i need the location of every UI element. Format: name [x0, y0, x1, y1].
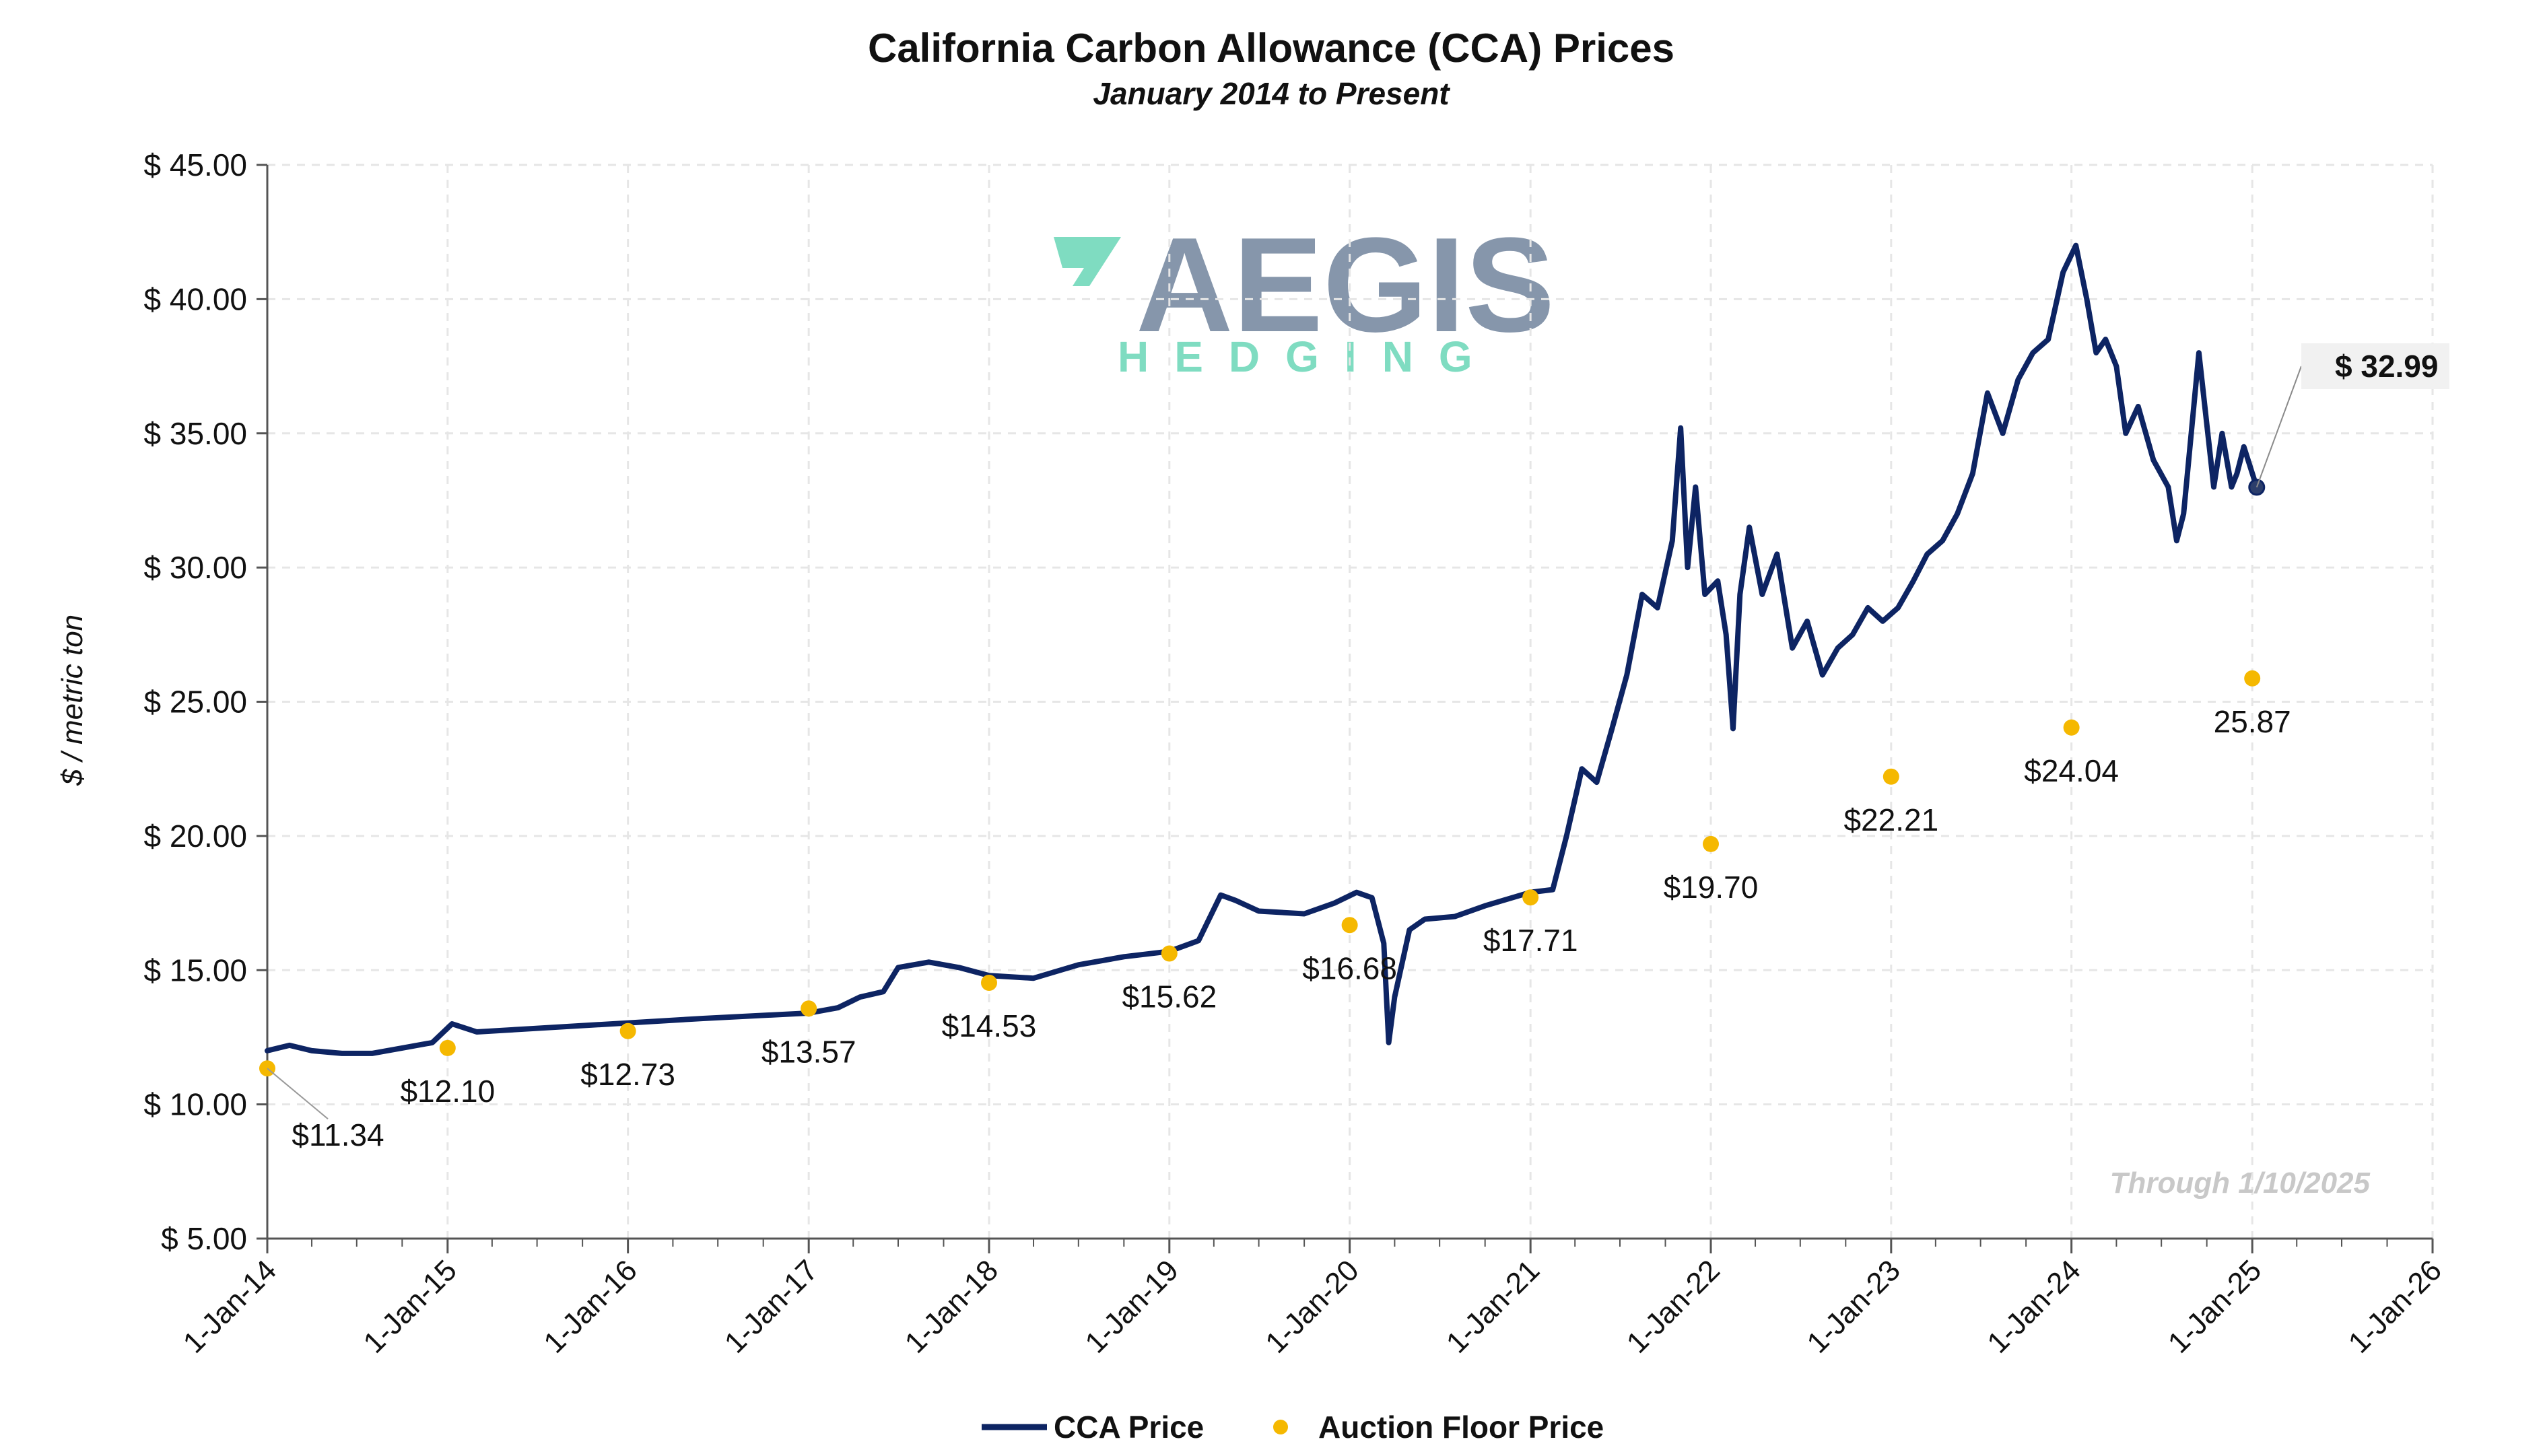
- last-price-callout: $ 32.99: [2256, 343, 2449, 488]
- x-tick-label: 1-Jan-14: [177, 1253, 283, 1359]
- floor-price-label: $11.34: [292, 1117, 384, 1152]
- axes: [257, 164, 2434, 1253]
- y-tick-label: $ 35.00: [144, 416, 247, 451]
- floor-price-label: $22.21: [1843, 802, 1938, 837]
- x-tick-label: 1-Jan-21: [1440, 1253, 1546, 1359]
- logo-main-text: AEGIS: [1136, 210, 1555, 360]
- y-tick-label: $ 10.00: [144, 1087, 247, 1122]
- x-tick-label: 1-Jan-20: [1259, 1253, 1365, 1359]
- x-tick-label: 1-Jan-23: [1800, 1253, 1906, 1359]
- floor-price-dot: [1522, 889, 1539, 906]
- through-date-note: Through 1/10/2025: [2110, 1167, 2371, 1200]
- x-tick-label: 1-Jan-24: [1981, 1253, 2087, 1359]
- callout-box: [2301, 343, 2449, 389]
- x-tick-label: 1-Jan-16: [537, 1253, 643, 1359]
- floor-price-dot: [619, 1022, 636, 1039]
- floor-price-points: $11.34 $12.10 $12.73 $13.57 $14.53 $15.62 $16.…: [259, 670, 2291, 1152]
- floor-price-label: $12.73: [580, 1057, 675, 1092]
- floor-price-label: $15.62: [1122, 979, 1217, 1014]
- chart-subtitle: January 2014 to Present: [1093, 76, 1450, 111]
- floor-price-dot: [1703, 835, 1719, 852]
- grid: [267, 164, 2434, 1239]
- floor-price-label: $19.70: [1664, 870, 1759, 905]
- floor-price-dot: [1341, 917, 1358, 934]
- x-tick-label: 1-Jan-17: [718, 1253, 824, 1359]
- y-tick-label: $ 45.00: [144, 147, 247, 182]
- legend: CCA Price Auction Floor Price: [982, 1410, 1604, 1445]
- y-tick-label: $ 25.00: [144, 685, 247, 720]
- x-tick-label: 1-Jan-22: [1621, 1253, 1726, 1359]
- floor-price-label: $14.53: [942, 1008, 1037, 1043]
- floor-price-dot: [981, 974, 997, 991]
- floor-price-label: $24.04: [2024, 753, 2119, 788]
- x-tick-label: 1-Jan-26: [2342, 1253, 2448, 1359]
- chart-title: California Carbon Allowance (CCA) Prices: [868, 26, 1674, 71]
- floor-price-dot: [1883, 768, 1899, 785]
- floor-price-dot: [439, 1039, 456, 1056]
- last-price-label: $ 32.99: [2335, 349, 2438, 384]
- y-tick-label: $ 30.00: [144, 550, 247, 585]
- floor-price-label: $17.71: [1483, 923, 1578, 958]
- y-tick-label: $ 15.00: [144, 952, 247, 987]
- x-tick-label: 1-Jan-19: [1079, 1253, 1184, 1359]
- floor-price-label: 25.87: [2214, 704, 2291, 739]
- floor-label-leader: [267, 1068, 329, 1119]
- x-tick-label: 1-Jan-18: [899, 1253, 1005, 1359]
- y-tick-label: $ 20.00: [144, 819, 247, 854]
- floor-price-label: $12.10: [400, 1074, 495, 1109]
- floor-price-dot: [801, 1000, 817, 1017]
- floor-price-dot: [1161, 945, 1178, 962]
- logo-sub-text: HEDGING: [1118, 333, 1498, 381]
- y-axis-label: $ / metric ton: [56, 615, 89, 786]
- y-tick-label: $ 5.00: [161, 1221, 247, 1256]
- cca-price-line: [265, 242, 2260, 1056]
- y-tick-label: $ 40.00: [144, 281, 247, 316]
- aegis-hedging-logo: AEGIS HEDGING: [1054, 210, 1555, 381]
- logo-mark-icon: [1054, 237, 1121, 286]
- floor-price-dot: [2063, 719, 2080, 736]
- callout-leader-line: [2256, 366, 2302, 488]
- series: [265, 242, 2266, 1056]
- legend-label-auction-floor: Auction Floor Price: [1318, 1410, 1604, 1445]
- floor-price-label: $16.68: [1302, 950, 1397, 985]
- y-axis-ticks: $ 5.00 $ 10.00 $ 15.00 $ 20.00 $ 25.00 $ 30.0…: [144, 147, 247, 1256]
- legend-floor-dot-icon: [1273, 1420, 1288, 1434]
- floor-price-label: $13.57: [761, 1034, 856, 1069]
- x-tick-label: 1-Jan-25: [2162, 1253, 2268, 1359]
- legend-label-cca-price: CCA Price: [1054, 1410, 1204, 1445]
- x-axis-ticks: 1-Jan-14 1-Jan-15 1-Jan-16 1-Jan-17 1-Jan-18…: [177, 1253, 2448, 1359]
- floor-price-dot: [2244, 670, 2261, 687]
- x-tick-label: 1-Jan-15: [357, 1253, 463, 1359]
